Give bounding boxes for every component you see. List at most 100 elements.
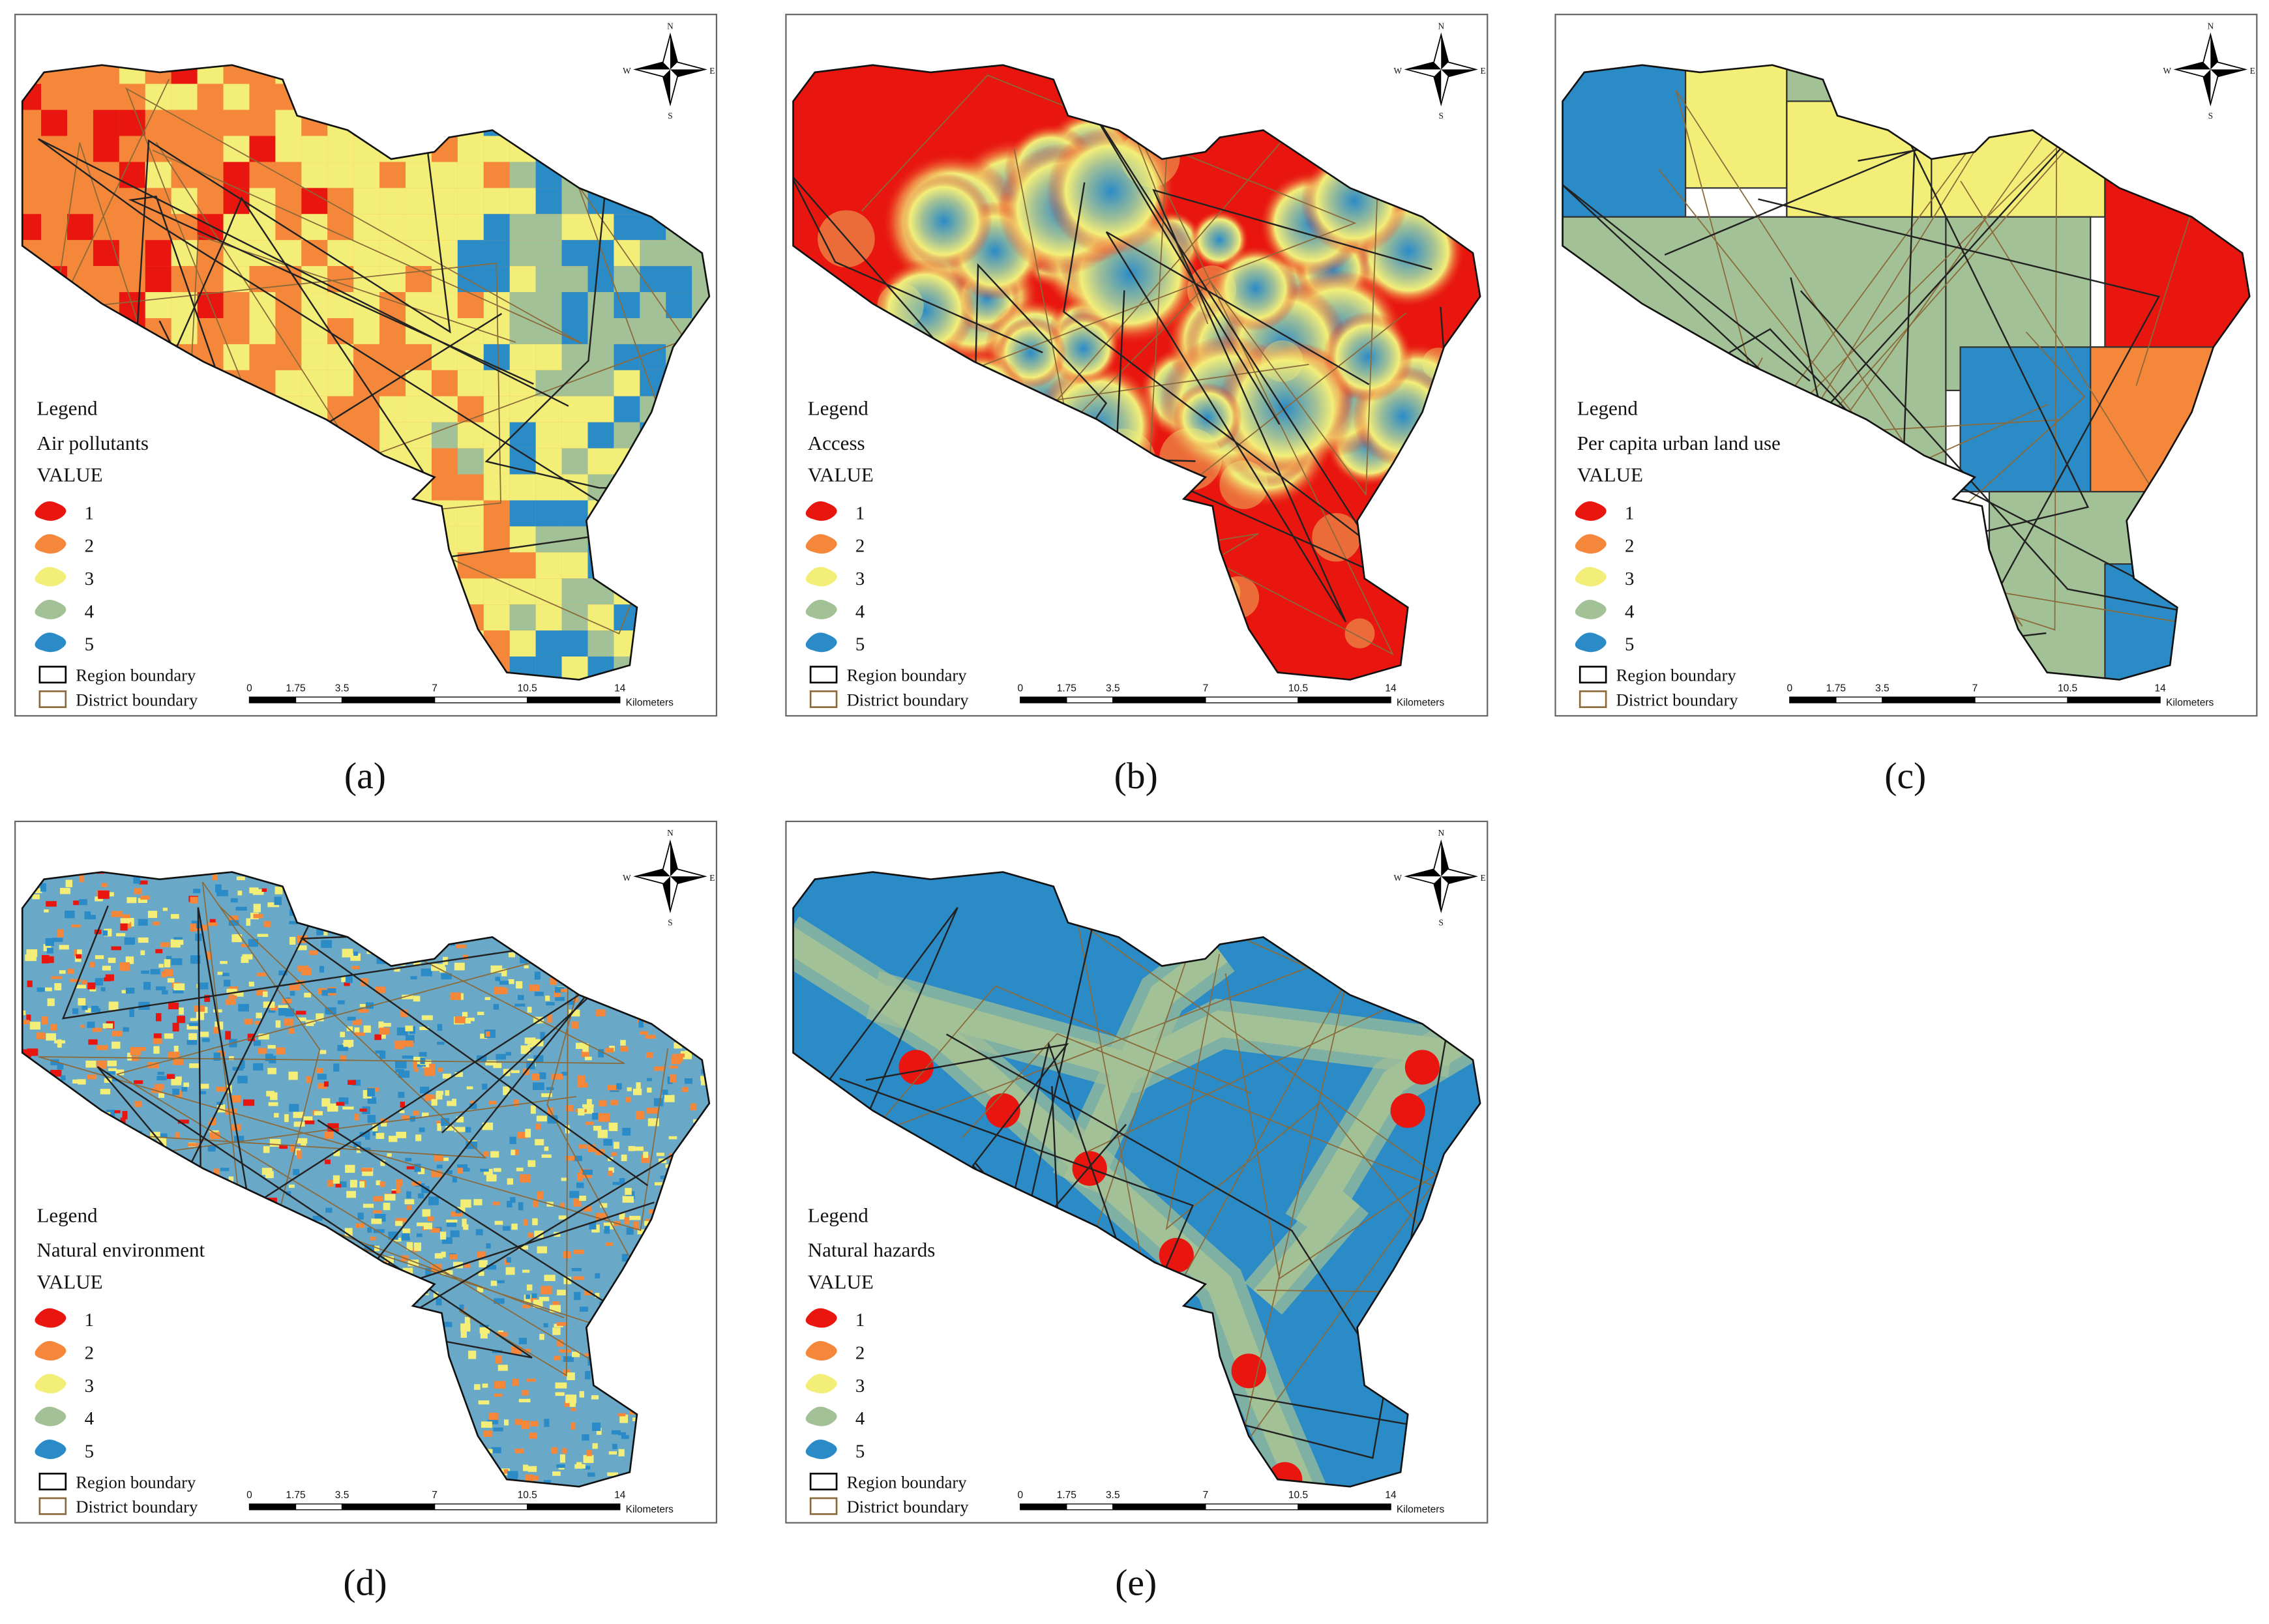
- legend-swatch: [35, 600, 67, 619]
- scale-label: 0: [246, 683, 252, 694]
- legend-swatch: [35, 1341, 67, 1361]
- scale-bar: [1789, 696, 1837, 703]
- scale-label: 7: [1203, 683, 1209, 694]
- scale-bar: [527, 696, 621, 703]
- scale-bar: [1882, 696, 1976, 703]
- scale-label: 0: [246, 1490, 252, 1501]
- scale-label: 7: [1203, 1490, 1209, 1501]
- scale-label: 3.5: [335, 683, 349, 694]
- legend-swatch: [809, 666, 838, 684]
- legend-swatch: [38, 666, 67, 684]
- legend-label: 5: [85, 1441, 94, 1462]
- scale-label: 1.75: [1057, 1490, 1076, 1501]
- compass-label: S: [668, 918, 672, 928]
- legend-field: VALUE: [37, 1270, 102, 1293]
- scale-bar: [1298, 696, 1391, 703]
- legend-swatch: [35, 501, 67, 521]
- scale-bar: [295, 1503, 343, 1511]
- north-arrow: N E S W: [623, 828, 715, 928]
- scale-bar: [1020, 1503, 1067, 1511]
- legend-label: 3: [855, 1376, 865, 1396]
- legend-label: Region boundary: [847, 1472, 968, 1492]
- legend-label: 4: [855, 1408, 865, 1429]
- legend-swatch: [35, 1439, 67, 1459]
- legend-label: District boundary: [76, 690, 198, 709]
- legend-label: District boundary: [76, 1497, 198, 1516]
- legend-label: 5: [855, 1441, 865, 1462]
- north-arrow: N E S W: [1393, 21, 1485, 121]
- panel-label: (e): [1115, 1563, 1157, 1604]
- legend-swatch: [805, 1374, 837, 1394]
- scale-bar: [1112, 696, 1206, 703]
- legend-swatch: [805, 1439, 837, 1459]
- compass-label: W: [623, 873, 631, 883]
- scale-label: 14: [1385, 1490, 1397, 1501]
- legend-field: VALUE: [808, 1270, 874, 1293]
- legend-title: Legend: [37, 1203, 98, 1226]
- panel-label: (a): [344, 756, 386, 797]
- compass-label: S: [1439, 918, 1444, 928]
- legend-label: 5: [855, 634, 865, 655]
- legend-layer: Natural environment: [37, 1239, 205, 1262]
- district-line: [1105, 188, 1432, 623]
- legend-label: 3: [855, 568, 865, 589]
- legend-title: Legend: [808, 397, 869, 420]
- legend-swatch: [35, 1406, 67, 1426]
- scale-bar: [527, 1503, 621, 1511]
- scale-label: 1.75: [286, 1490, 305, 1501]
- compass-label: S: [2208, 111, 2213, 121]
- scale-label: 14: [614, 683, 626, 694]
- scale-bar: [248, 696, 297, 703]
- scale-bar: [1835, 696, 1883, 703]
- legend-label: District boundary: [847, 690, 970, 709]
- legend-swatch: [35, 1374, 67, 1394]
- legend-layer: Per capita urban land use: [1577, 432, 1781, 454]
- region-outline: [21, 871, 711, 1488]
- legend-title: Legend: [808, 1203, 869, 1226]
- legend-swatch: [1575, 600, 1607, 619]
- legend-label: Region boundary: [1616, 666, 1737, 685]
- scale-bar: [2067, 696, 2161, 703]
- scale-label: 10.5: [518, 683, 537, 694]
- legend-layer: Access: [808, 432, 865, 454]
- region-outline: [792, 64, 1481, 681]
- scale-label: 1.75: [1057, 683, 1076, 694]
- legend-label: Region boundary: [847, 666, 968, 685]
- legend-label: 5: [85, 634, 94, 655]
- legend-label: 2: [855, 1342, 865, 1363]
- compass-label: W: [1393, 873, 1402, 883]
- compass-label: E: [709, 873, 715, 883]
- legend-label: 3: [85, 568, 94, 589]
- legend-swatch: [38, 1497, 67, 1515]
- scale-label: 14: [1385, 683, 1397, 694]
- legend-swatch: [809, 1497, 838, 1515]
- legend-swatch: [805, 534, 837, 554]
- scale-bar: [341, 1503, 436, 1511]
- panel-label: (d): [343, 1563, 387, 1604]
- district-line: [125, 87, 582, 484]
- legend-title: Legend: [1577, 397, 1639, 420]
- scale-bar: [1205, 696, 1299, 703]
- panel-label: (b): [1114, 756, 1158, 797]
- map-panel: N E S W Legend Natural environment VALUE 1 2 3 4 5 R…: [14, 820, 718, 1524]
- scale-bar: [1112, 1503, 1206, 1511]
- legend-swatch: [809, 1472, 838, 1491]
- compass-label: W: [2163, 66, 2171, 76]
- legend-swatch: [805, 600, 837, 619]
- north-arrow: N E S W: [1393, 828, 1485, 928]
- scale-label: 0: [1017, 1490, 1023, 1501]
- legend-label: District boundary: [847, 1497, 970, 1516]
- compass-label: N: [1438, 21, 1444, 31]
- scale-bar: [295, 696, 343, 703]
- legend-field: VALUE: [37, 464, 102, 486]
- compass-label: E: [709, 66, 715, 76]
- legend-label: 3: [1625, 568, 1634, 589]
- legend-swatch: [809, 690, 838, 709]
- north-arrow: N E S W: [623, 21, 715, 121]
- scale-bar: [1066, 696, 1114, 703]
- legend-label: 4: [85, 1408, 94, 1429]
- scale-bar: [1020, 696, 1067, 703]
- scale-label: 3.5: [1106, 1490, 1120, 1501]
- region-outline: [21, 64, 711, 681]
- scale-label: 7: [432, 1490, 437, 1501]
